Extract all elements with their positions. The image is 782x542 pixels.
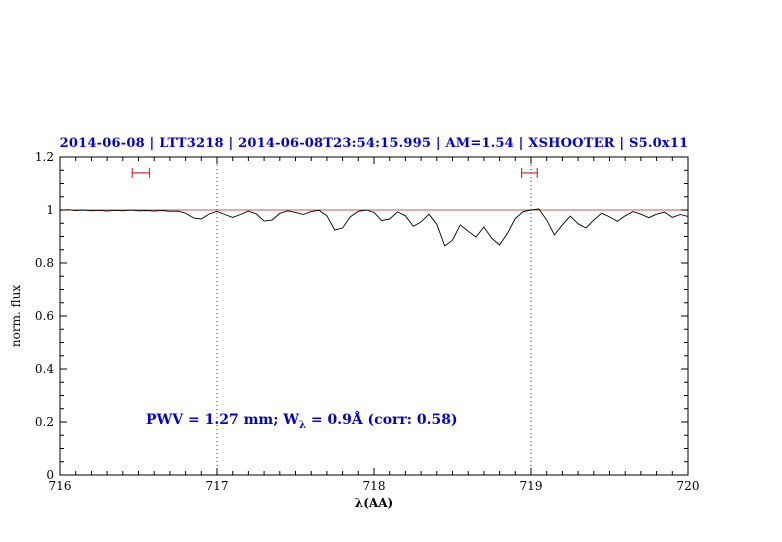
x-axis-label: λ(AA)	[355, 496, 393, 510]
axis-ticks	[59, 156, 689, 476]
x-tick-label: 716	[49, 479, 72, 493]
pwv-annotation-subscript: λ	[298, 419, 306, 431]
y-tick-label: 0.4	[35, 362, 54, 376]
interval-marker	[520, 167, 538, 178]
pwv-annotation-prefix: PWV = 1.27 mm; W	[146, 412, 299, 428]
y-tick-label: 0	[46, 468, 54, 482]
y-tick-label: 1	[46, 203, 54, 217]
plot-title: 2014-06-08 | LTT3218 | 2014-06-08T23:54:…	[59, 136, 689, 151]
y-tick-label: 0.8	[35, 256, 54, 270]
x-tick-label: 717	[206, 479, 229, 493]
pwv-annotation-suffix: = 0.9Å (corr: 0.58)	[305, 412, 458, 428]
x-tick-label: 718	[363, 479, 386, 493]
y-axis-label: norm. flux	[9, 285, 23, 347]
y-tick-label: 0.2	[35, 415, 54, 429]
x-tick-label: 719	[520, 479, 543, 493]
y-tick-label: 0.6	[35, 309, 54, 323]
spectrum-line	[59, 208, 689, 247]
pwv-annotation: PWV = 1.27 mm; Wλ = 0.9Å (corr: 0.58)	[146, 412, 458, 431]
interval-marker	[131, 167, 151, 178]
y-tick-label: 1.2	[35, 150, 54, 164]
x-tick-label: 720	[677, 479, 700, 493]
